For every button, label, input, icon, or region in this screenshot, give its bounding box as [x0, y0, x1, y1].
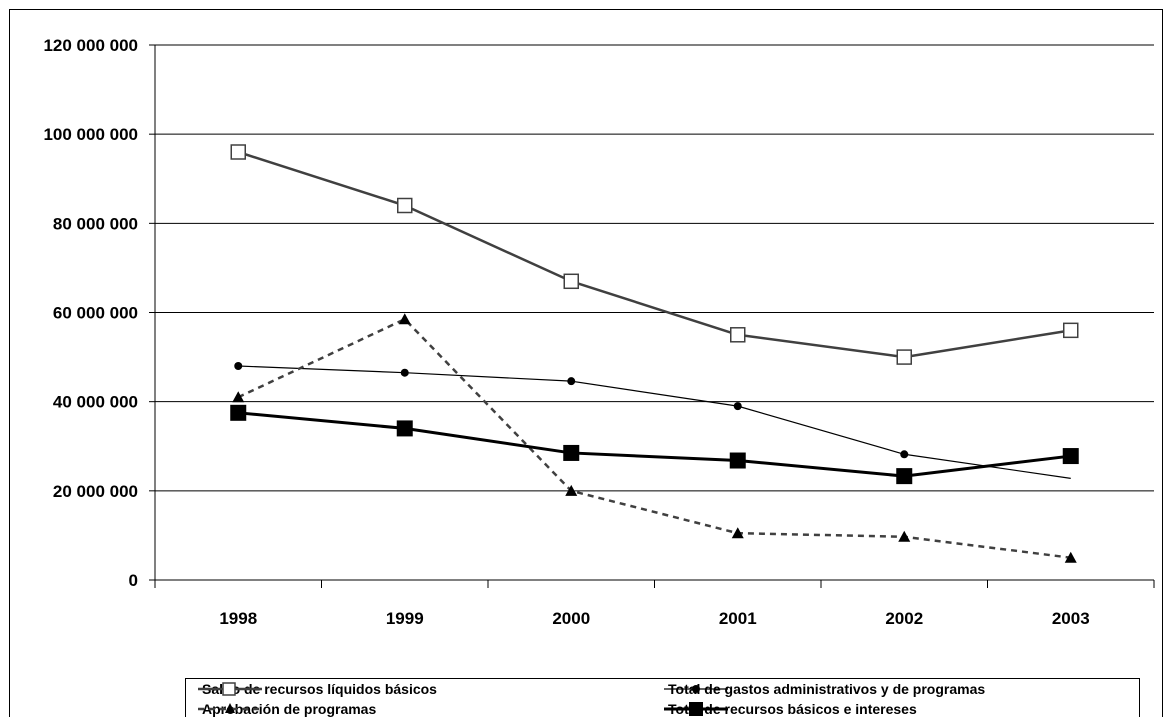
data-point-total: [729, 452, 746, 469]
data-point-saldo: [730, 327, 746, 343]
y-tick-label: 0: [129, 571, 138, 590]
y-tick-labels: 0 20 000 000 40 000 000 60 000 000 80 000 00…: [43, 36, 138, 590]
legend: Saldo de recursos líquidos básicos Total…: [185, 678, 1140, 717]
legend-label-gastos: Total de gastos administrativos y de pro…: [668, 680, 986, 697]
data-point-aprobacion: [565, 484, 578, 496]
data-point-total: [896, 468, 913, 485]
data-point-saldo: [1063, 322, 1079, 339]
axes: [149, 44, 1155, 588]
y-tick-label: 100 000 000: [43, 125, 138, 144]
x-tick-label: 1998: [219, 609, 257, 628]
data-point-gastos: [234, 362, 243, 370]
legend-item-saldo: Saldo de recursos líquidos básicos: [198, 679, 437, 698]
data-point-aprobacion: [398, 313, 411, 325]
data-point-total: [396, 420, 413, 437]
data-point-gastos: [400, 368, 409, 377]
legend-swatch-aprobacion: [198, 703, 262, 713]
x-tick-label: 2001: [719, 609, 757, 628]
series-markers: [230, 144, 1079, 563]
legend-item-aprobacion: Aprobación de programas: [198, 699, 376, 718]
data-point-aprobacion: [1064, 551, 1077, 563]
y-tick-label: 40 000 000: [53, 393, 138, 412]
series-lines: [237, 150, 1071, 559]
data-point-total: [563, 444, 580, 461]
legend-swatch-saldo: [198, 682, 262, 696]
legend-swatch-gastos: [664, 685, 728, 693]
series-line-total: [238, 411, 1071, 478]
legend-item-gastos: Total de gastos administrativos y de pro…: [664, 679, 985, 698]
gridlines: [155, 44, 1154, 492]
x-tick-label: 2002: [885, 609, 923, 628]
data-point-saldo: [563, 273, 579, 290]
series-line-saldo: [237, 150, 1071, 359]
y-tick-label: 20 000 000: [53, 482, 138, 501]
x-tick-label: 2000: [552, 609, 590, 628]
y-tick-label: 80 000 000: [53, 214, 138, 233]
data-point-gastos: [900, 450, 909, 459]
data-point-saldo: [230, 144, 246, 160]
data-point-saldo: [397, 197, 413, 214]
data-point-total: [1062, 448, 1079, 465]
legend-item-total: Total de recursos básicos e intereses: [664, 699, 917, 718]
legend-label-aprobacion: Aprobación de programas: [202, 700, 377, 717]
legend-swatch-total: [664, 702, 728, 716]
legend-label-total: Total de recursos básicos e intereses: [668, 700, 917, 717]
chart-frame: [9, 9, 1163, 717]
legend-label-saldo: Saldo de recursos líquidos básicos: [202, 680, 437, 697]
data-point-total: [230, 404, 247, 421]
series-line-aprobacion: [237, 317, 1071, 559]
y-tick-label: 60 000 000: [53, 304, 138, 323]
data-point-saldo: [896, 349, 912, 365]
data-point-aprobacion: [731, 527, 744, 539]
series-line-gastos: [238, 365, 1071, 479]
data-point-gastos: [567, 377, 576, 386]
x-tick-label: 1999: [386, 609, 424, 628]
y-tick-label: 120 000 000: [43, 36, 138, 55]
data-point-aprobacion: [898, 530, 911, 542]
x-tick-labels: 1998 1999 2000 2001 2002 2003: [219, 609, 1089, 628]
x-tick-label: 2003: [1052, 609, 1090, 628]
data-point-gastos: [733, 402, 742, 411]
data-point-aprobacion: [232, 391, 245, 403]
